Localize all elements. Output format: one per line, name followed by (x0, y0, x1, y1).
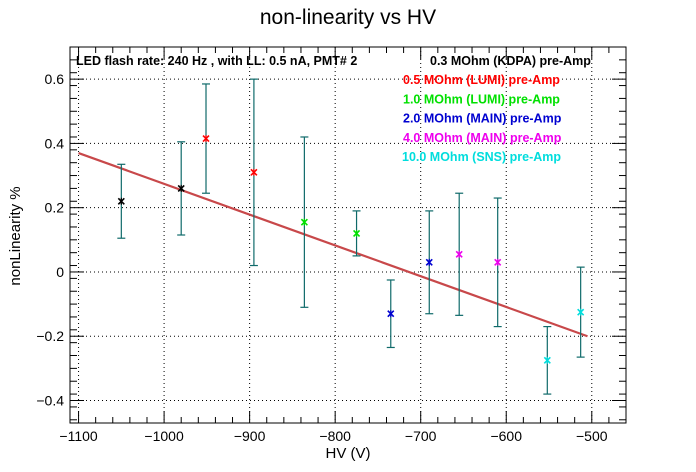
grid (70, 47, 626, 423)
legend-entry: 2.0 MOhm (MAIN) pre-Amp (403, 112, 562, 126)
data-point (577, 308, 585, 316)
data-point (177, 184, 185, 192)
x-tick-label: −1000 (144, 428, 184, 444)
x-axis-label: HV (V) (326, 445, 371, 462)
fit-line (78, 152, 588, 338)
y-tick-label: 0 (56, 264, 64, 280)
y-axis-label: nonLinearity % (7, 186, 24, 285)
x-tick-label: −900 (234, 428, 266, 444)
data-points (117, 135, 585, 364)
fit-line-group (78, 152, 588, 338)
y-tick-label: 0.6 (45, 71, 65, 87)
y-tick-label: 0.2 (45, 200, 65, 216)
legend-entry: 1.0 MOhm (LUMI) pre-Amp (403, 92, 560, 106)
data-point (117, 197, 125, 205)
y-tick-labels: −0.4 −0.2 0 0.2 0.4 0.6 (36, 71, 64, 408)
data-point (425, 258, 433, 266)
x-tick-label: −1100 (59, 428, 97, 444)
y-tick-label: 0.4 (45, 135, 65, 151)
data-point (300, 218, 308, 226)
y-tick-label: −0.2 (36, 328, 64, 344)
legend-entry: 10.0 MOhm (SNS) pre-Amp (402, 150, 561, 164)
legend-entry: 4.0 MOhm (MAIN) pre-Amp (403, 131, 562, 145)
chart-title: non-linearity vs HV (260, 6, 436, 29)
data-point (352, 229, 361, 237)
data-point (455, 250, 463, 258)
x-tick-label: −700 (405, 428, 437, 444)
legend-entry: 0.3 MOhm (KDPA) pre-Amp (430, 54, 591, 68)
plot-frame (69, 46, 627, 424)
x-tick-label: −600 (490, 428, 522, 444)
legend: 0.3 MOhm (KDPA) pre-Amp 0.5 MOhm (LUMI) p… (402, 54, 591, 164)
legend-entry: 0.5 MOhm (LUMI) pre-Amp (403, 73, 560, 87)
data-point (387, 310, 395, 318)
data-point (494, 258, 502, 266)
data-point (202, 135, 210, 143)
x-tick-label: −800 (319, 428, 351, 444)
x-tick-label: −500 (576, 428, 608, 444)
chart-annotation: LED flash rate: 240 Hz , with LL: 0.5 nA… (76, 54, 357, 68)
data-point (543, 356, 551, 364)
data-point (250, 168, 258, 176)
y-tick-label: −0.4 (36, 393, 64, 409)
x-tick-labels: −1100 −1000 −900 −800 −700 −600 −500 (59, 428, 607, 444)
